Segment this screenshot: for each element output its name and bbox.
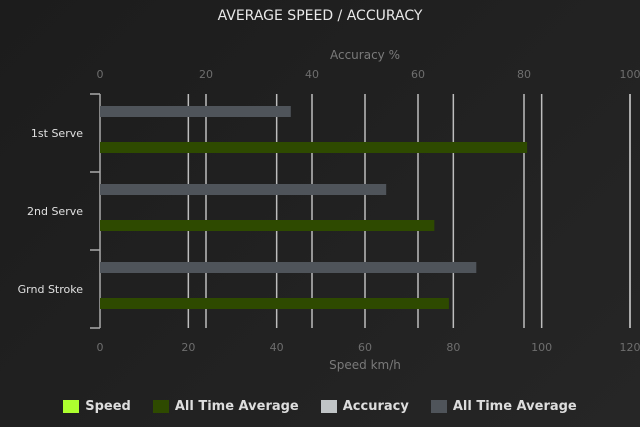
bar-1st-serve-accuracy-avg xyxy=(100,106,291,117)
bottom-tick-label: 100 xyxy=(531,341,552,354)
bottom-tick-label: 40 xyxy=(270,341,284,354)
category-label: 1st Serve xyxy=(31,127,83,140)
legend-item[interactable]: Accuracy xyxy=(320,399,409,414)
top-tick-label: 0 xyxy=(97,68,104,81)
category-label: Grnd Stroke xyxy=(18,283,84,296)
legend-item[interactable]: All Time Average xyxy=(430,399,577,414)
bottom-tick-label: 0 xyxy=(97,341,104,354)
top-tick-label: 20 xyxy=(199,68,213,81)
bottom-tick-label: 120 xyxy=(620,341,640,354)
bar-grnd-stroke-accuracy-avg xyxy=(100,262,477,273)
top-tick-label: 40 xyxy=(305,68,319,81)
chart-title: AVERAGE SPEED / ACCURACY xyxy=(217,8,423,24)
legend-swatch xyxy=(152,400,169,413)
chart: 0 20 40 60 80 100 0 20 40 60 80 100 120 Accuracy % Spe… xyxy=(18,48,640,372)
bottom-tick-label: 80 xyxy=(446,341,460,354)
legend-swatch xyxy=(63,400,80,413)
bar-2nd-serve-accuracy-avg xyxy=(100,184,387,195)
legend-item[interactable]: All Time Average xyxy=(152,399,299,414)
bottom-tick-label: 20 xyxy=(181,341,195,354)
legend-label: All Time Average xyxy=(452,399,577,414)
category-label: 2nd Serve xyxy=(27,205,83,218)
bar-2nd-serve-speed-avg xyxy=(100,220,435,231)
legend-label: Speed xyxy=(85,399,131,414)
legend-item[interactable]: Speed xyxy=(63,399,131,414)
legend-label: Accuracy xyxy=(342,399,409,414)
legend-label: All Time Average xyxy=(174,399,299,414)
bar-grnd-stroke-speed-avg xyxy=(100,298,449,309)
legend: Speed All Time Average Accuracy All Time Av… xyxy=(0,399,640,414)
legend-swatch xyxy=(430,400,447,413)
top-tick-label: 100 xyxy=(620,68,640,81)
bottom-tick-label: 60 xyxy=(358,341,372,354)
bar-1st-serve-speed-avg xyxy=(100,142,528,153)
top-axis-title: Accuracy % xyxy=(330,48,400,62)
top-tick-label: 60 xyxy=(411,68,425,81)
bottom-axis-title: Speed km/h xyxy=(329,358,401,372)
top-tick-label: 80 xyxy=(517,68,531,81)
legend-swatch xyxy=(320,400,337,413)
